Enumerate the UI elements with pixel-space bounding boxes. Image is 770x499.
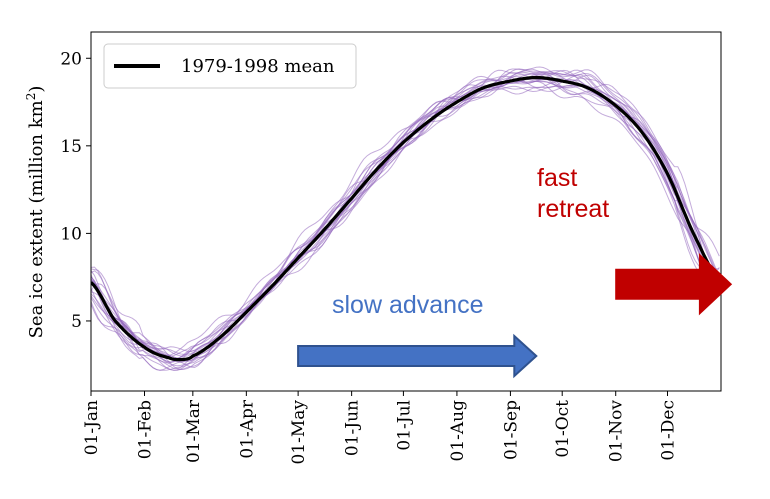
plot-frame: [90, 31, 722, 392]
x-tick-label: 01-Jul: [394, 400, 414, 451]
mean-series-line: [91, 75, 721, 362]
fast-retreat-annotation-line2: retreat: [537, 195, 609, 223]
x-tick-label: 01-Feb: [136, 400, 156, 459]
yearly-series-line: [91, 80, 720, 371]
x-tick-label: 01-Mar: [184, 399, 204, 463]
x-tick-label: 01-Dec: [658, 400, 678, 461]
fast-retreat-arrow: [615, 253, 733, 316]
y-axis-label: Sea ice extent (million km2): [24, 86, 47, 339]
fast-retreat-annotation-line1: fast: [537, 164, 577, 192]
x-tick-label: 01-Nov: [607, 400, 627, 462]
x-tick-label: 01-Sep: [501, 400, 521, 460]
yearly-series-line: [91, 68, 720, 353]
x-tick-label: 01-Oct: [553, 400, 573, 458]
yearly-series-line: [91, 70, 720, 355]
slow-advance-arrow: [297, 333, 538, 379]
x-tick-label: 01-Apr: [237, 399, 257, 459]
y-tick-label: 10: [60, 224, 82, 244]
legend: 1979-1998 mean: [103, 43, 357, 89]
y-axis-label-close: ): [26, 86, 47, 93]
y-axis-ticks: 5 10 15 20: [60, 49, 91, 332]
y-axis-label-main: Sea ice extent (million km: [26, 100, 47, 338]
y-tick-label: 5: [71, 312, 82, 332]
x-tick-label: 01-Jun: [343, 400, 363, 456]
y-tick-label: 15: [60, 137, 82, 157]
legend-entry: 1979-1998 mean: [181, 56, 335, 77]
slow-advance-annotation: slow advance: [332, 291, 483, 319]
y-axis-label-superscript: 2: [24, 93, 38, 101]
legend-box: [103, 43, 357, 89]
x-tick-label: 01-Aug: [448, 400, 468, 462]
yearly-series-line: [91, 69, 720, 361]
x-tick-label: 01-Jan: [82, 400, 102, 455]
x-axis-ticks: 01-Jan 01-Feb 01-Mar 01-Apr 01-May 01-Jun 01-J…: [82, 391, 678, 465]
x-tick-label: 01-May: [289, 400, 309, 465]
plot-lines: [91, 66, 721, 371]
y-tick-label: 20: [60, 49, 82, 69]
